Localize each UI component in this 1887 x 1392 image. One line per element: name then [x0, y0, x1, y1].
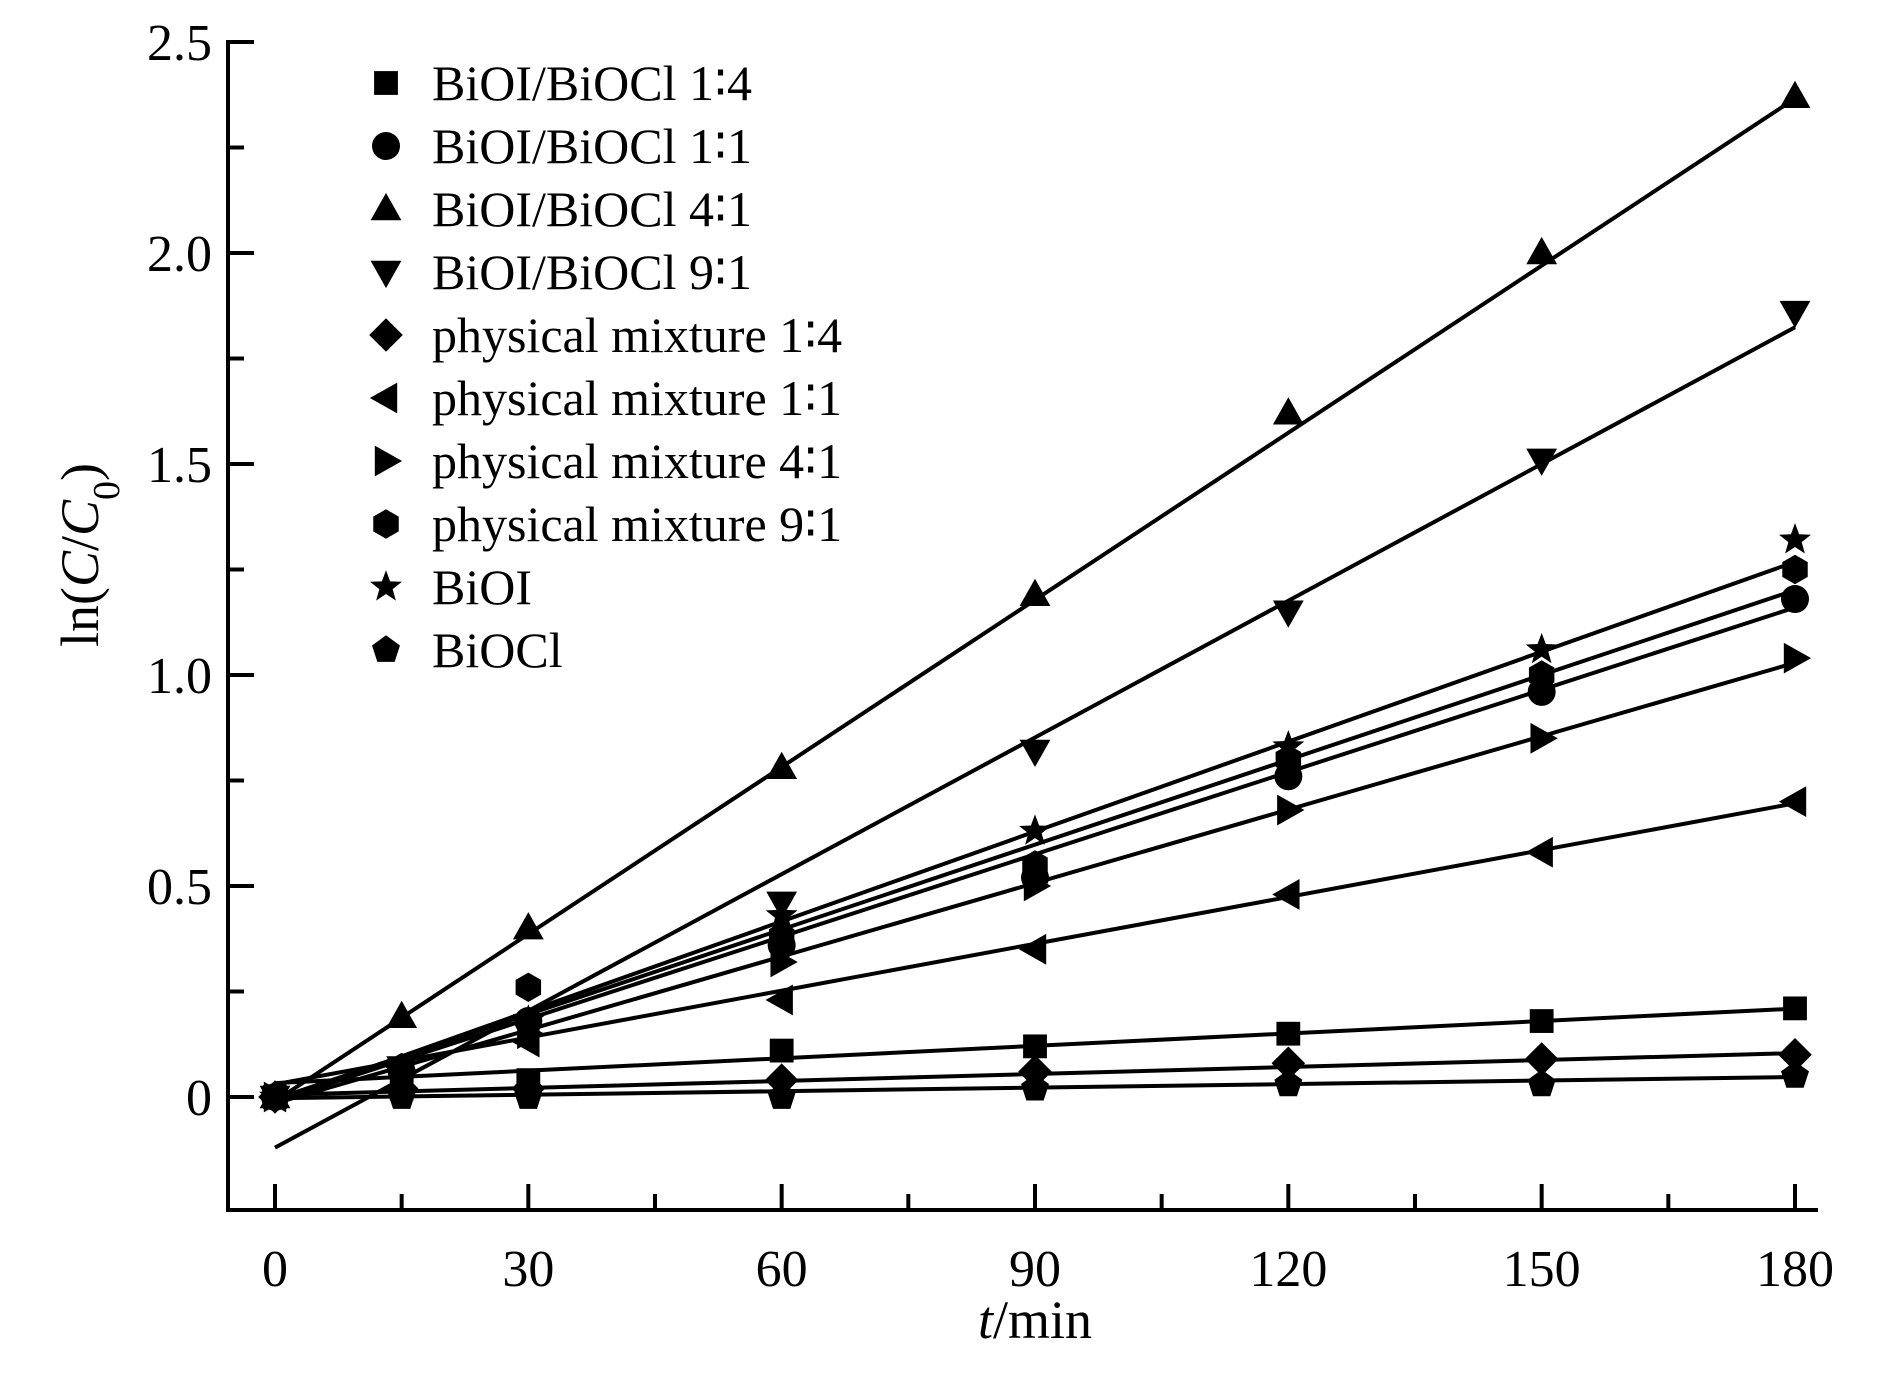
data-point-s5	[1778, 1038, 1812, 1072]
legend: BiOI/BiOCl 1∶4 BiOI/BiOCl 1∶1 BiOI/BiOCl 4…	[369, 55, 842, 678]
data-point-s4	[1019, 739, 1051, 768]
legend-marker-6	[369, 382, 398, 414]
data-point-s3	[1019, 578, 1051, 607]
legend-marker-10	[372, 635, 400, 662]
data-point-s7	[1277, 794, 1305, 826]
legend-marker-9	[370, 570, 402, 601]
data-point-s10	[1527, 1069, 1556, 1097]
data-point-s1	[769, 1038, 794, 1063]
data-point-s10	[767, 1082, 796, 1109]
data-point-s9	[512, 1004, 545, 1035]
x-tick-label: 60	[756, 1241, 808, 1298]
x-axis-title-unit: /min	[993, 1290, 1092, 1350]
data-point-s7	[770, 946, 798, 978]
data-point-s4	[1526, 448, 1558, 476]
data-point-s10	[387, 1082, 416, 1109]
data-point-s6	[1525, 836, 1553, 868]
data-point-s9	[1019, 814, 1051, 845]
legend-label-10: BiOCl	[432, 622, 563, 678]
x-tick-label: 30	[502, 1241, 554, 1298]
data-point-s1	[1023, 1034, 1047, 1059]
data-point-s1	[1783, 996, 1807, 1021]
data-point-s1	[1276, 1021, 1301, 1046]
data-point-s2	[1781, 585, 1809, 614]
data-point-s3	[1779, 80, 1811, 109]
data-point-s10	[1274, 1069, 1303, 1097]
x-tick-label: 90	[1009, 1241, 1061, 1298]
legend-label-8: physical mixture 9∶1	[432, 496, 842, 552]
x-tick-label: 180	[1756, 1241, 1834, 1298]
data-point-s6	[765, 984, 793, 1016]
data-point-s3	[1526, 236, 1558, 265]
data-points	[258, 80, 1812, 1114]
y-tick-label: 2.5	[147, 15, 212, 72]
legend-marker-4	[370, 260, 402, 289]
legend-marker-7	[374, 445, 403, 477]
data-point-s5	[1524, 1042, 1559, 1076]
data-point-s10	[514, 1082, 543, 1109]
data-point-s10	[261, 1082, 289, 1109]
legend-label-3: BiOI/BiOCl 4∶1	[432, 181, 752, 237]
legend-marker-3	[370, 192, 402, 221]
y-axis-title: ln(C/C0)	[50, 463, 128, 647]
data-point-s8	[515, 972, 542, 1002]
data-point-s9	[765, 898, 798, 930]
axes: 0 0.5 1.0 1.5 2.0 2.5 0 30 60 90 120 150 180	[147, 15, 1834, 1298]
data-point-s9	[1779, 523, 1811, 554]
legend-marker-1	[374, 71, 398, 95]
legend-marker-8	[373, 509, 399, 539]
y-tick-label: 1.5	[147, 437, 212, 494]
x-tick-label: 120	[1249, 1241, 1327, 1298]
y-axis-title-c: C	[50, 550, 110, 587]
data-point-s8	[1528, 660, 1555, 690]
y-axis-title-suffix: )	[50, 463, 110, 481]
data-point-s9	[385, 1059, 418, 1090]
data-point-s8	[1782, 554, 1808, 585]
data-point-s10	[1781, 1061, 1809, 1088]
data-point-s7	[1530, 722, 1558, 754]
y-tick-label: 0.5	[147, 859, 212, 916]
y-axis-title-slash: /	[50, 536, 110, 551]
y-axis-title-c0: C	[50, 499, 110, 536]
legend-label-4: BiOI/BiOCl 9∶1	[432, 244, 752, 300]
data-point-s3	[512, 912, 544, 940]
legend-label-1: BiOI/BiOCl 1∶4	[432, 55, 752, 111]
y-tick-label: 2.0	[147, 226, 212, 283]
data-point-s7	[1783, 642, 1812, 674]
y-axis-title-prefix: ln(	[50, 587, 110, 647]
legend-marker-2	[372, 132, 400, 160]
data-point-s4	[1272, 600, 1304, 628]
legend-marker-5	[369, 318, 403, 352]
legend-label-2: BiOI/BiOCl 1∶1	[432, 118, 752, 174]
legend-label-6: physical mixture 1∶1	[432, 370, 842, 426]
data-point-s6	[1272, 879, 1300, 910]
y-axis-title-sub: 0	[86, 481, 128, 500]
legend-label-9: BiOI	[432, 559, 532, 615]
data-point-s9	[1272, 729, 1305, 761]
y-tick-label: 0	[186, 1070, 212, 1127]
data-point-s8	[1022, 850, 1048, 880]
data-point-s1	[1529, 1009, 1554, 1033]
data-point-s4	[1779, 300, 1811, 329]
data-point-s6	[1018, 933, 1047, 965]
data-point-s3	[386, 1000, 418, 1029]
x-axis-title-var: t	[978, 1290, 995, 1350]
data-point-s3	[1272, 397, 1304, 425]
y-tick-label: 1.0	[147, 648, 212, 705]
data-point-s5	[1271, 1046, 1306, 1081]
data-point-s7	[1023, 870, 1052, 902]
data-point-s9	[1525, 632, 1558, 664]
legend-label-7: physical mixture 4∶1	[432, 433, 842, 489]
data-point-s6	[1778, 786, 1807, 817]
data-point-s3	[766, 751, 798, 780]
data-point-s8	[768, 921, 795, 952]
x-axis-title: t/min	[978, 1290, 1092, 1350]
legend-label-5: physical mixture 1∶4	[432, 307, 842, 363]
data-point-s10	[1021, 1073, 1049, 1101]
x-tick-label: 0	[262, 1241, 288, 1298]
x-tick-label: 150	[1503, 1241, 1581, 1298]
